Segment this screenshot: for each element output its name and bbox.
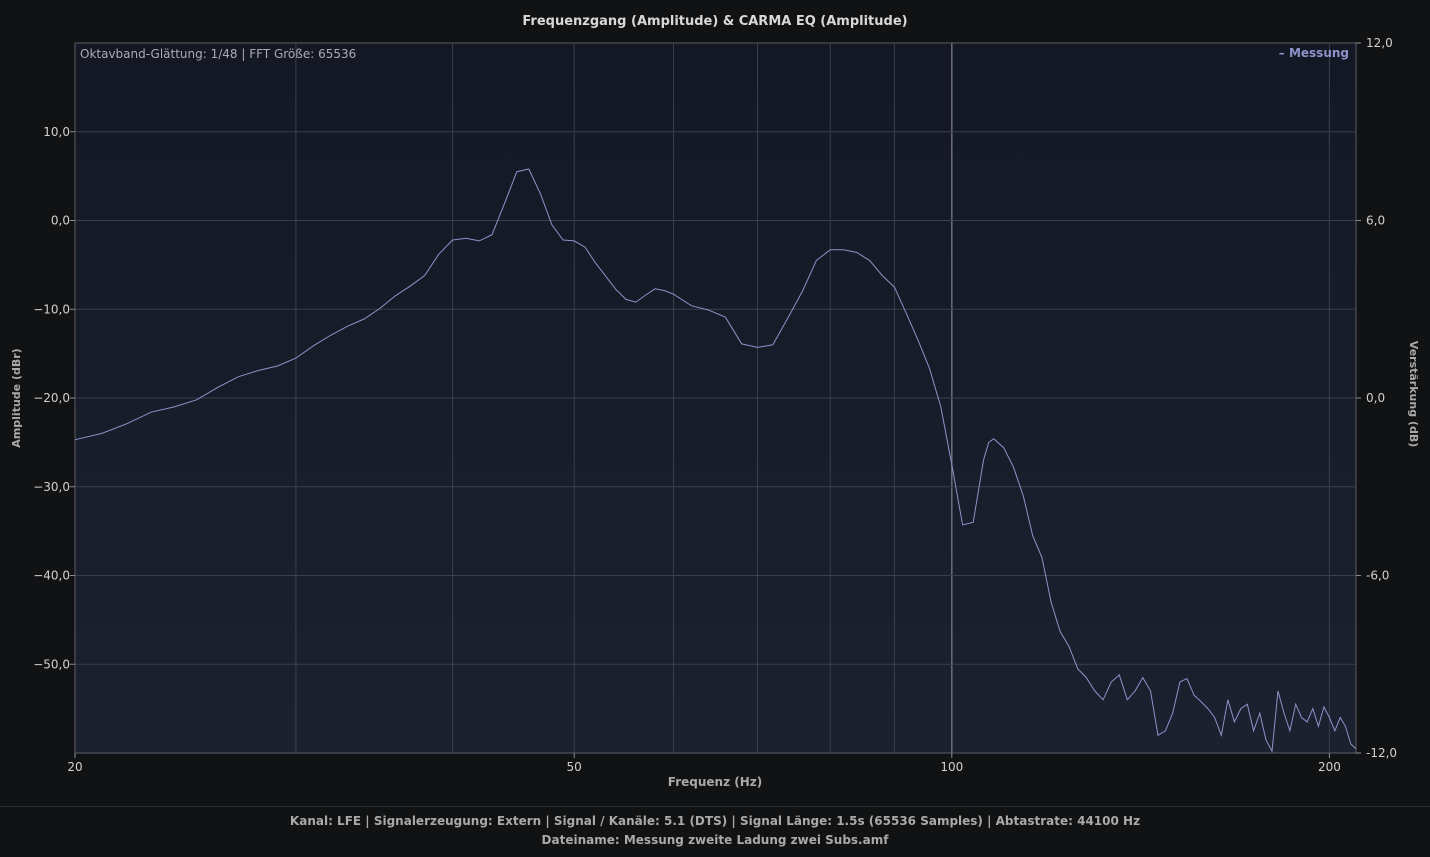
x-tick-label: 50	[567, 760, 582, 774]
x-tick-label: 100	[940, 760, 963, 774]
grid	[75, 43, 1356, 753]
footer-divider	[0, 806, 1430, 807]
y2-axis-label: Verstärkung (dB)	[1407, 341, 1420, 447]
footer-signal-info: Kanal: LFE | Signalerzeugung: Extern | S…	[289, 814, 1141, 828]
y2-tick-label: 12,0	[1366, 36, 1393, 50]
y2-tick-label: 0,0	[1366, 391, 1385, 405]
y-tick-label: −50,0	[33, 657, 70, 671]
axes: 20 50 100 200 10,0 0,0 −10,0 −20,0 −30,0 −40,0 −50…	[33, 36, 1397, 774]
x-tick-label: 20	[67, 760, 82, 774]
y-tick-label: −10,0	[33, 302, 70, 316]
legend-entry-messung[interactable]: – Messung	[1279, 46, 1349, 60]
series-line-messung	[74, 168, 1357, 753]
y-tick-label: −30,0	[33, 480, 70, 494]
smoothing-info-text: Oktavband-Glättung: 1/48 | FFT Größe: 65…	[80, 47, 356, 61]
y-tick-label: −40,0	[33, 569, 70, 583]
x-tick-label: 200	[1318, 760, 1341, 774]
y-axis-label: Amplitude (dBr)	[10, 348, 23, 447]
chart-title: Frequenzgang (Amplitude) & CARMA EQ (Amp…	[522, 14, 908, 29]
y2-tick-label: -12,0	[1366, 746, 1397, 760]
y2-tick-label: -6,0	[1366, 569, 1389, 583]
y-tick-label: −20,0	[33, 391, 70, 405]
x-axis-label: Frequenz (Hz)	[668, 775, 762, 789]
y-tick-label: 10,0	[43, 125, 70, 139]
footer-filename: Dateiname: Messung zweite Ladung zwei Su…	[541, 833, 889, 847]
y-tick-label: 0,0	[51, 214, 70, 228]
frequency-response-chart[interactable]: 20 50 100 200 10,0 0,0 −10,0 −20,0 −30,0 −40,0 −50…	[0, 0, 1430, 806]
y2-tick-label: 6,0	[1366, 214, 1385, 228]
